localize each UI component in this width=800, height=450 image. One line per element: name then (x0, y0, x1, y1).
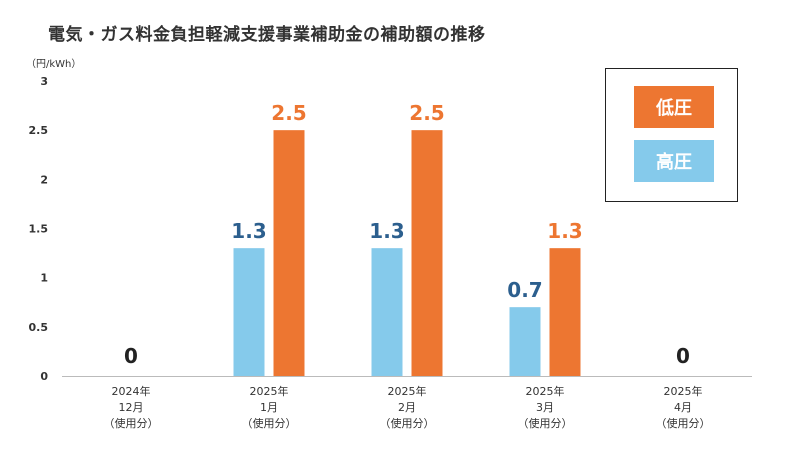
legend-item-low-voltage: 低圧 (634, 86, 714, 128)
x-tick-label: （使用分） (380, 417, 435, 430)
x-tick-label: 2月 (398, 401, 416, 414)
x-tick-label: 12月 (119, 401, 144, 414)
x-tick-label: 1月 (260, 401, 278, 414)
x-tick-label: （使用分） (242, 417, 297, 430)
data-label-high-voltage: 1.3 (231, 219, 266, 243)
bar-low-voltage (549, 248, 581, 376)
y-tick-label: 1 (40, 272, 48, 285)
data-label-low-voltage: 1.3 (547, 219, 582, 243)
data-label-high-voltage: 1.3 (369, 219, 404, 243)
data-label-low-voltage: 2.5 (271, 101, 306, 125)
x-tick-label: 2025年 (526, 384, 565, 398)
data-label-zero: 0 (124, 344, 138, 368)
x-tick-label: （使用分） (656, 417, 711, 430)
data-label-low-voltage: 2.5 (409, 101, 444, 125)
bar-low-voltage (273, 130, 305, 376)
legend: 低圧 高圧 (605, 68, 738, 202)
data-label-high-voltage: 0.7 (507, 278, 542, 302)
data-label-zero: 0 (676, 344, 690, 368)
bar-high-voltage (233, 248, 265, 376)
y-tick-label: 0.5 (29, 321, 49, 334)
x-tick-label: 3月 (536, 401, 554, 414)
x-tick-label: （使用分） (104, 417, 159, 430)
bar-low-voltage (411, 130, 443, 376)
y-tick-label: 2.5 (29, 124, 49, 137)
chart-title: 電気・ガス料金負担軽減支援事業補助金の補助額の推移 (48, 25, 486, 45)
x-tick-label: 2025年 (250, 384, 289, 398)
x-tick-label: 4月 (674, 401, 692, 414)
bar-high-voltage (371, 248, 403, 376)
bar-high-voltage (509, 307, 541, 376)
x-tick-label: 2024年 (112, 384, 151, 398)
y-axis-unit-label: （円/kWh） (26, 59, 82, 70)
x-tick-label: 2025年 (388, 384, 427, 398)
x-tick-label: （使用分） (518, 417, 573, 430)
y-tick-label: 3 (40, 75, 48, 88)
y-tick-label: 0 (40, 370, 48, 383)
x-tick-label: 2025年 (664, 384, 703, 398)
legend-item-high-voltage: 高圧 (634, 140, 714, 182)
y-tick-label: 2 (40, 173, 48, 186)
y-tick-label: 1.5 (29, 223, 49, 236)
